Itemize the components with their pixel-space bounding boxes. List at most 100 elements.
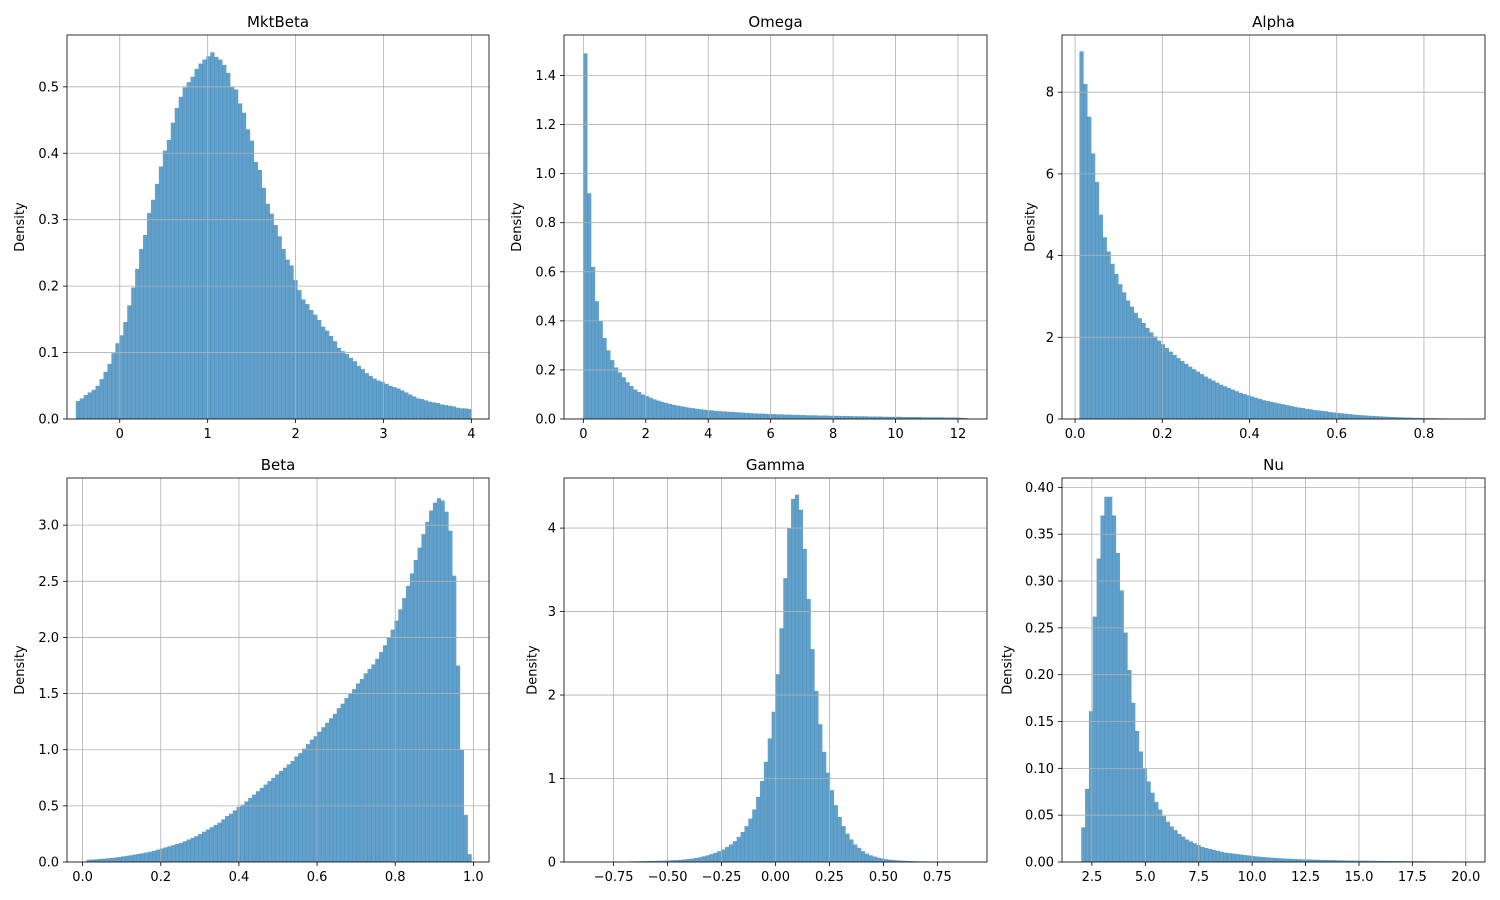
x-tick-label: 2.5 — [1082, 870, 1103, 885]
histogram-bar — [790, 414, 795, 419]
histogram-bar — [963, 418, 968, 419]
x-tick-label: −0.75 — [594, 870, 634, 885]
histogram-bar — [154, 183, 160, 419]
x-tick-label: 2 — [291, 427, 299, 442]
x-tick-label: 0.75 — [923, 870, 952, 885]
histogram-bar — [767, 414, 772, 419]
histogram-bars — [1081, 496, 1467, 862]
histogram-bar — [1234, 391, 1239, 419]
histogram-bar — [217, 822, 222, 862]
y-tick-label: 0.5 — [38, 80, 59, 95]
histogram-bar — [867, 416, 872, 419]
y-tick-label: 0.5 — [38, 799, 59, 814]
histogram-bar — [771, 711, 776, 862]
histogram-bar — [190, 76, 195, 419]
histogram-bar — [109, 857, 114, 862]
histogram-bar — [379, 652, 384, 862]
histogram-bar — [170, 122, 175, 419]
subplot-title: Beta — [261, 456, 296, 474]
histogram-bar — [679, 406, 684, 419]
histogram-bar — [1211, 380, 1216, 419]
x-tick-label: 0 — [579, 427, 587, 442]
x-tick-label: 4 — [704, 427, 712, 442]
histogram-bar — [1351, 414, 1356, 419]
histogram-bar — [1362, 415, 1367, 419]
histogram-bar — [1281, 858, 1286, 862]
histogram-bar — [253, 161, 259, 419]
histogram-bar — [1168, 351, 1173, 419]
histogram-bar — [802, 415, 807, 419]
histogram-bar — [1378, 416, 1383, 419]
histogram-bar — [182, 841, 187, 862]
histogram-bar — [821, 415, 826, 419]
histogram-bar — [321, 326, 326, 419]
histogram-bar — [713, 852, 718, 862]
histogram-bar — [174, 108, 179, 419]
histogram-bar — [959, 417, 964, 419]
histogram-bar — [633, 389, 638, 419]
histogram-bar — [382, 645, 388, 862]
histogram-bar — [432, 502, 438, 862]
histogram-bar — [736, 836, 741, 862]
histogram-bar — [317, 320, 322, 419]
histogram-bar — [775, 414, 780, 419]
histogram-bar — [845, 833, 850, 862]
histogram-bar — [806, 599, 811, 862]
histogram-bar — [123, 322, 128, 419]
x-tick-label: 5.0 — [1135, 870, 1156, 885]
subplot-beta: 0.0 0.2 0.4 0.6 0.8 1.0 0.0 0.5 1.0 1.5 2.0 2.5 3.0 D… — [13, 456, 490, 885]
histogram-bar — [340, 703, 345, 862]
histogram-bar — [267, 781, 272, 862]
x-tick-label: 0.0 — [72, 870, 93, 885]
histogram-bar — [143, 234, 148, 419]
histogram-bar — [1350, 860, 1355, 862]
histogram-bar — [614, 367, 619, 419]
histogram-bar — [1242, 854, 1247, 862]
histogram-bar — [228, 813, 234, 862]
histogram-bar — [763, 413, 768, 419]
histogram-bar — [725, 411, 730, 419]
histogram-bar — [275, 774, 280, 862]
histogram-bar — [1315, 859, 1320, 862]
histogram-bar — [425, 521, 430, 862]
histogram-bar — [86, 859, 91, 862]
histogram-bar — [1396, 861, 1401, 862]
histogram-bar — [857, 847, 862, 862]
x-tick-label: 1.0 — [463, 870, 484, 885]
histogram-bar — [99, 379, 104, 419]
histogram-bar — [871, 416, 876, 419]
histogram-bar — [1184, 363, 1189, 419]
histogram-bars — [583, 53, 968, 420]
histogram-bar — [412, 396, 417, 419]
histogram-bar — [752, 413, 757, 419]
histogram-bar — [396, 388, 401, 419]
histogram-bar — [305, 304, 310, 419]
histogram-bar — [1389, 416, 1395, 419]
histogram-bar — [725, 846, 730, 862]
histogram-bar — [423, 400, 429, 419]
histogram-bar — [352, 361, 357, 419]
histogram-bar — [798, 415, 803, 419]
histogram-bar — [940, 417, 945, 419]
histogram-bar — [617, 372, 623, 419]
histogram-bar — [1397, 417, 1402, 419]
histogram-bar — [763, 761, 769, 862]
x-tick-label: 17.5 — [1398, 870, 1427, 885]
histogram-bar — [602, 338, 607, 419]
histogram-bar — [252, 794, 257, 862]
histogram-bar — [832, 415, 838, 419]
histogram-bar — [1094, 182, 1100, 419]
histogram-bars — [75, 52, 472, 420]
histogram-bar — [1292, 859, 1297, 862]
histogram-bar — [1386, 416, 1391, 419]
y-tick-label: 1.0 — [535, 167, 556, 182]
histogram-bar — [213, 824, 218, 862]
histogram-bar — [301, 299, 306, 419]
histogram-bar — [1335, 412, 1340, 419]
histogram-bar — [1261, 857, 1267, 862]
x-tick-label: 0.6 — [307, 870, 328, 885]
histogram-bar — [384, 383, 389, 419]
histogram-bar — [135, 268, 140, 419]
histogram-bar — [829, 790, 835, 862]
histogram-bar — [1269, 857, 1274, 862]
